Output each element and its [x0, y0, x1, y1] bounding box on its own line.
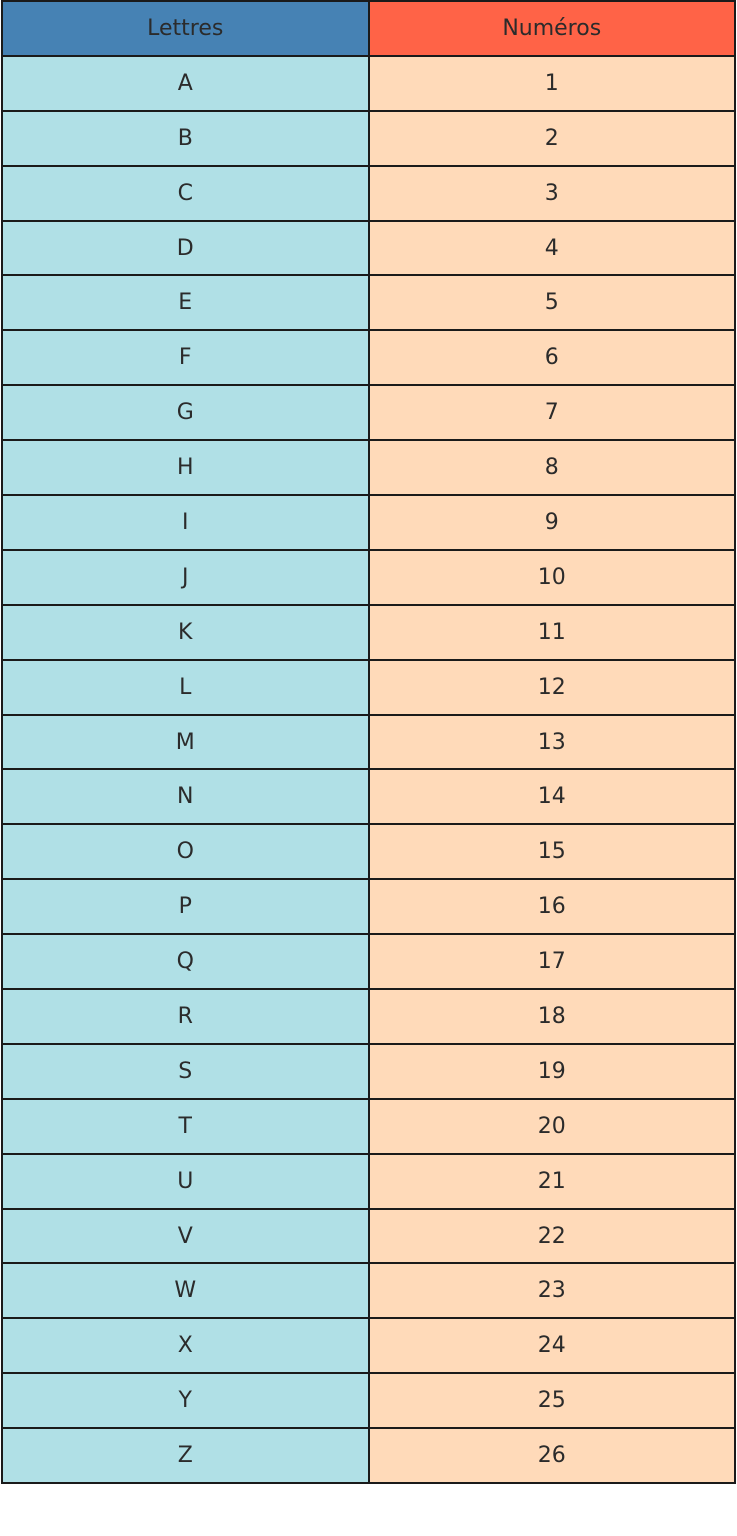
number-cell: 21 — [367, 1152, 736, 1210]
number-cell: 4 — [367, 219, 736, 277]
table-row: T 20 — [1, 1097, 736, 1155]
letter-cell: D — [1, 219, 370, 277]
number-cell: 13 — [367, 713, 736, 771]
number-cell: 1 — [367, 54, 736, 112]
letter-cell: X — [1, 1317, 370, 1375]
number-cell: 19 — [367, 1042, 736, 1100]
number-cell: 26 — [367, 1427, 736, 1485]
table-row: P 16 — [1, 878, 736, 936]
letter-cell: W — [1, 1262, 370, 1320]
number-cell: 20 — [367, 1097, 736, 1155]
letter-cell: F — [1, 329, 370, 387]
letters-numbers-table: Lettres Numéros A 1 B 2 C 3 D 4 E 5 F 6 G 7 H 8 I 9 J 10 K 11… — [1, 0, 736, 1485]
table-row: X 24 — [1, 1317, 736, 1375]
letter-cell: B — [1, 109, 370, 167]
letter-cell: Q — [1, 933, 370, 991]
letter-cell: M — [1, 713, 370, 771]
letter-cell: C — [1, 164, 370, 222]
letter-cell: U — [1, 1152, 370, 1210]
table-row: N 14 — [1, 768, 736, 826]
number-cell: 6 — [367, 329, 736, 387]
letter-cell: R — [1, 988, 370, 1045]
letter-cell: Y — [1, 1372, 370, 1430]
number-cell: 17 — [367, 933, 736, 991]
number-cell: 24 — [367, 1317, 736, 1375]
letter-cell: Z — [1, 1427, 370, 1485]
table-row: Y 25 — [1, 1372, 736, 1430]
table-row: Q 17 — [1, 933, 736, 991]
letter-cell: V — [1, 1207, 370, 1265]
table-row: K 11 — [1, 603, 736, 661]
table-row: U 21 — [1, 1152, 736, 1210]
table-row: J 10 — [1, 548, 736, 606]
table-row: Z 26 — [1, 1427, 736, 1485]
table-row: O 15 — [1, 823, 736, 881]
table-row: V 22 — [1, 1207, 736, 1265]
header-row: Lettres Numéros — [1, 0, 736, 57]
number-cell: 3 — [367, 164, 736, 222]
table-row: M 13 — [1, 713, 736, 771]
number-cell: 10 — [367, 548, 736, 606]
letter-cell: K — [1, 603, 370, 661]
letter-cell: A — [1, 54, 370, 112]
number-cell: 9 — [367, 494, 736, 551]
number-cell: 8 — [367, 439, 736, 497]
letter-cell: H — [1, 439, 370, 497]
number-cell: 7 — [367, 384, 736, 442]
letter-cell: G — [1, 384, 370, 442]
letter-cell: I — [1, 494, 370, 551]
letter-cell: S — [1, 1042, 370, 1100]
number-cell: 15 — [367, 823, 736, 881]
letter-cell: O — [1, 823, 370, 881]
number-cell: 11 — [367, 603, 736, 661]
number-cell: 2 — [367, 109, 736, 167]
number-cell: 5 — [367, 274, 736, 332]
number-cell: 16 — [367, 878, 736, 936]
letter-cell: L — [1, 658, 370, 716]
number-cell: 18 — [367, 988, 736, 1045]
number-cell: 25 — [367, 1372, 736, 1430]
number-cell: 14 — [367, 768, 736, 826]
number-cell: 12 — [367, 658, 736, 716]
table-row: W 23 — [1, 1262, 736, 1320]
letter-cell: N — [1, 768, 370, 826]
table-row: S 19 — [1, 1042, 736, 1100]
number-cell: 22 — [367, 1207, 736, 1265]
letter-cell: P — [1, 878, 370, 936]
table-row: R 18 — [1, 988, 736, 1045]
number-cell: 23 — [367, 1262, 736, 1320]
header-letters: Lettres — [1, 0, 370, 57]
table-row: L 12 — [1, 658, 736, 716]
header-numbers: Numéros — [367, 0, 736, 57]
letter-cell: E — [1, 274, 370, 332]
letter-cell: J — [1, 548, 370, 606]
letter-cell: T — [1, 1097, 370, 1155]
